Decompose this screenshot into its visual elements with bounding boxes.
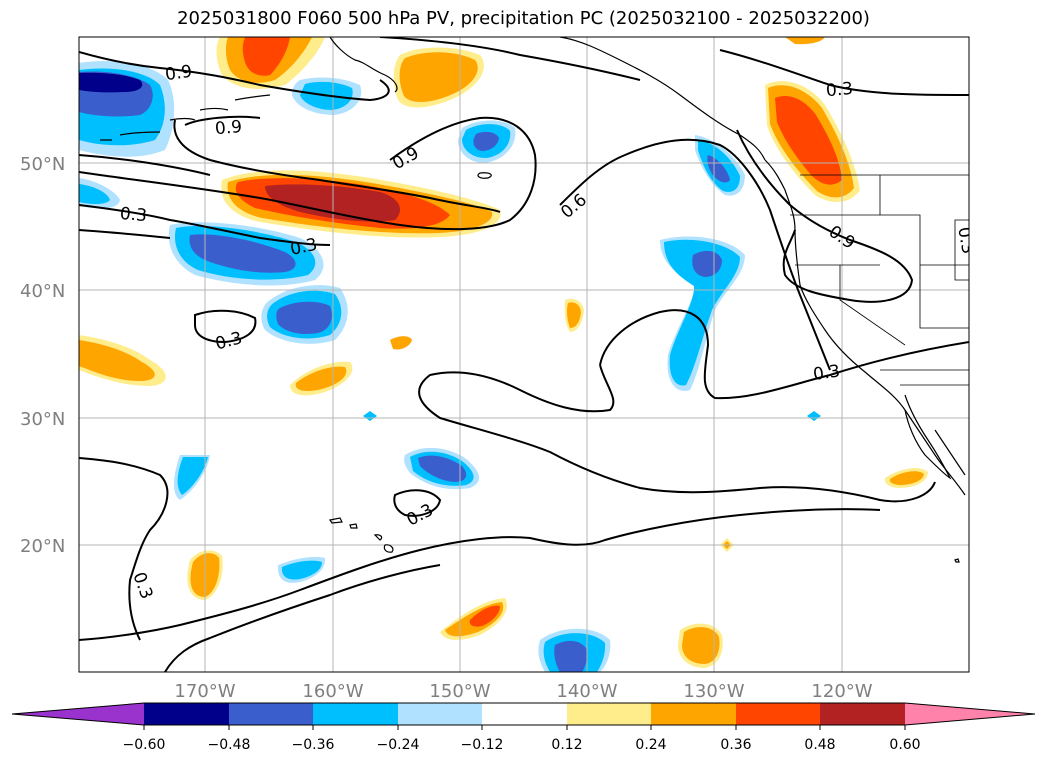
colorbar-tick-label: −0.60 bbox=[123, 737, 166, 753]
lat-label-20n: 20°N bbox=[20, 536, 65, 557]
lon-label-160w: 160°W bbox=[302, 681, 363, 702]
colorbar-swatch bbox=[482, 703, 567, 725]
lat-label-40n: 40°N bbox=[20, 281, 65, 302]
lon-label-120w: 120°W bbox=[811, 681, 872, 702]
contour-label: 0.3 bbox=[119, 204, 148, 226]
colorbar-swatch bbox=[736, 703, 820, 725]
lon-label-170w: 170°W bbox=[174, 681, 235, 702]
contour-label: 0.9 bbox=[214, 117, 243, 139]
political-borders bbox=[790, 174, 969, 386]
colorbar-swatch bbox=[144, 703, 229, 725]
colorbar-swatch bbox=[229, 703, 313, 725]
colorbar-tick-label: 0.60 bbox=[889, 737, 920, 753]
lon-label-140w: 140°W bbox=[556, 681, 617, 702]
contour-label: 0.9 bbox=[164, 62, 194, 86]
colorbar-tick-label: 0.24 bbox=[635, 737, 666, 753]
colorbar-swatch bbox=[567, 703, 651, 725]
colorbar-extend-max bbox=[905, 703, 1035, 725]
longitude-labels: 170°W 160°W 150°W 140°W 130°W 120°W bbox=[174, 681, 872, 702]
colorbar-swatch bbox=[651, 703, 736, 725]
lon-label-150w: 150°W bbox=[429, 681, 490, 702]
map-title: 2025031800 F060 500 hPa PV, precipitatio… bbox=[177, 8, 870, 29]
colorbar-swatch bbox=[820, 703, 905, 725]
colorbar-tick-label: −0.36 bbox=[292, 737, 335, 753]
colorbar-tick-label: −0.24 bbox=[377, 737, 420, 753]
lon-label-130w: 130°W bbox=[683, 681, 744, 702]
colorbar-swatch bbox=[398, 703, 482, 725]
map-frame bbox=[78, 36, 970, 673]
precip-shading bbox=[79, 37, 928, 672]
colorbar-tick-label: −0.12 bbox=[461, 737, 504, 753]
lat-label-50n: 50°N bbox=[20, 154, 65, 175]
contour-label: 0.3 bbox=[812, 361, 842, 385]
colorbar-tick-label: 0.12 bbox=[551, 737, 582, 753]
pv-contours bbox=[79, 37, 969, 672]
colorbar-tick-label: 0.36 bbox=[720, 737, 751, 753]
colorbar: −0.60 −0.48 −0.36 −0.24 −0.12 0.12 0.24 … bbox=[11, 702, 1036, 753]
colorbar-extend-min bbox=[12, 703, 144, 725]
contour-label: 0.3 bbox=[825, 79, 854, 101]
colorbar-tick-label: −0.48 bbox=[208, 737, 251, 753]
colorbar-swatch bbox=[313, 703, 398, 725]
colorbar-tick-label: 0.48 bbox=[804, 737, 835, 753]
latitude-labels: 50°N 40°N 30°N 20°N bbox=[20, 154, 65, 557]
coastlines bbox=[100, 37, 966, 563]
lat-label-30n: 30°N bbox=[20, 409, 65, 430]
contour-label: 0.3 bbox=[953, 226, 977, 256]
